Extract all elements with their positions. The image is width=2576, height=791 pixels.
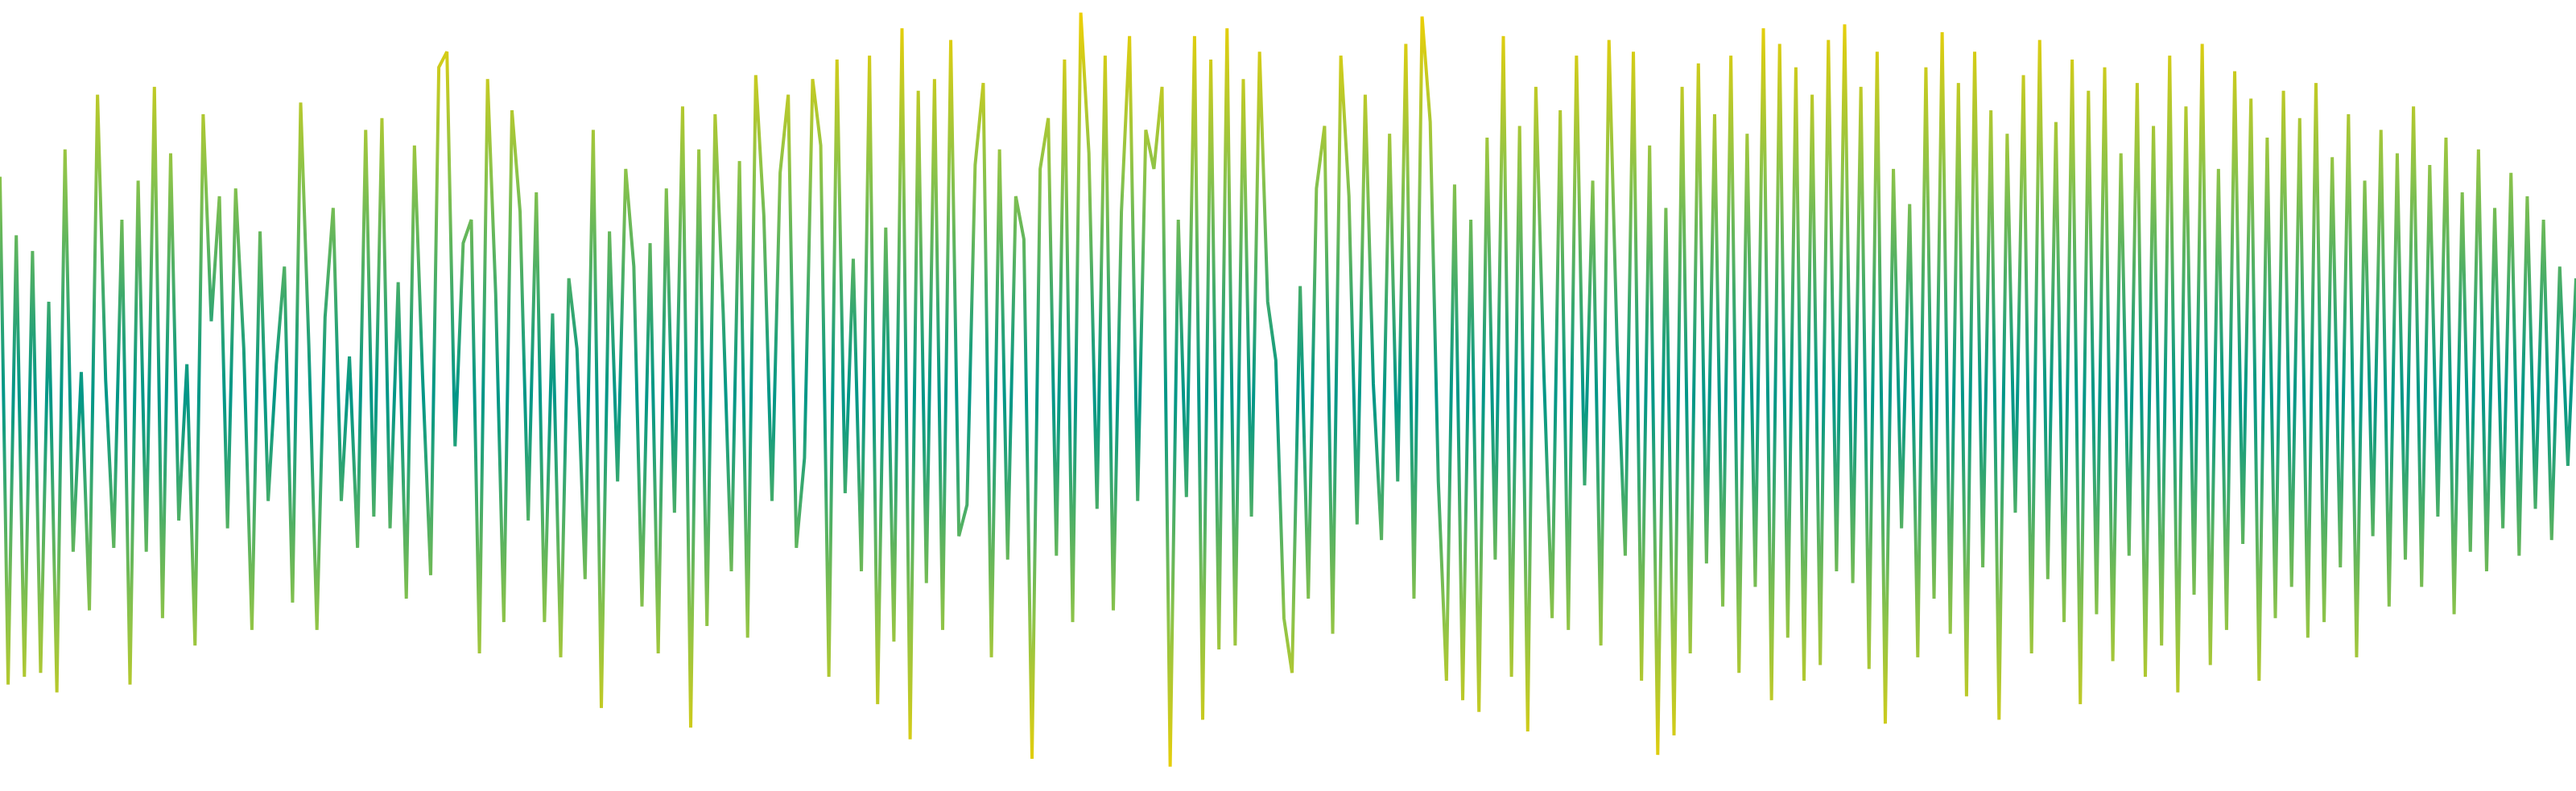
- waveform-series-line: [0, 12, 2576, 767]
